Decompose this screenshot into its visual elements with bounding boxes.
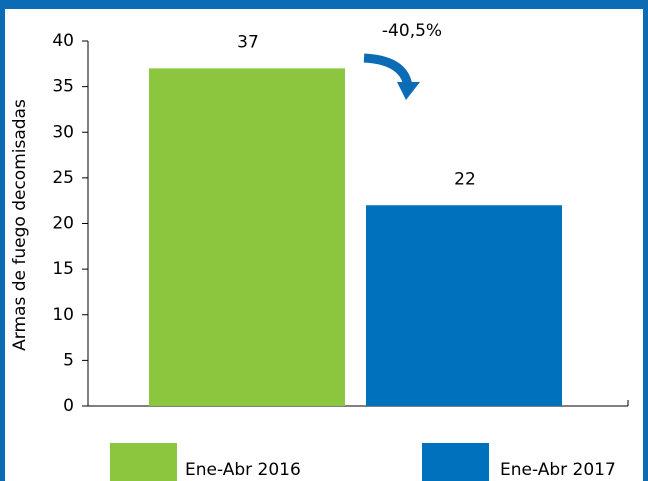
y-tick-label: 5: [63, 350, 74, 370]
y-tick-label: 40: [52, 31, 74, 51]
arrow-head: [397, 82, 420, 100]
bar: [366, 205, 562, 406]
top-band: [0, 0, 648, 9]
y-tick-label: 35: [52, 77, 74, 97]
y-axis-label: Armas de fuego decomisadas: [10, 99, 30, 351]
legend-swatch: [422, 443, 489, 481]
y-tick-label: 30: [52, 122, 74, 142]
legend-label: Ene-Abr 2016: [185, 460, 301, 480]
annotation: -40,5%: [382, 21, 442, 41]
value-label: 22: [454, 169, 476, 189]
legend-swatch: [110, 443, 177, 481]
y-tick-label: 15: [52, 259, 74, 279]
legend-label: Ene-Abr 2017: [500, 460, 616, 480]
arrow: [363, 53, 413, 88]
y-tick-label: 25: [52, 168, 74, 188]
y-tick-label: 10: [52, 305, 74, 325]
bar: [149, 68, 345, 406]
y-tick-label: 0: [63, 396, 74, 416]
y-tick-label: 20: [52, 214, 74, 234]
value-label: 37: [237, 32, 259, 52]
